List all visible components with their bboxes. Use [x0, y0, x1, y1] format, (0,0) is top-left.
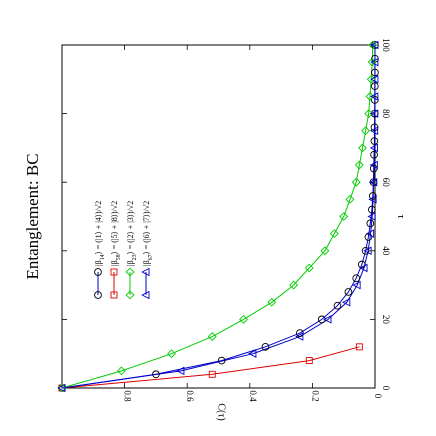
- data-point-diamond: [239, 314, 248, 324]
- data-point-diamond: [354, 160, 364, 170]
- x-axis-label: τ: [395, 214, 406, 218]
- data-point-triangle: [295, 332, 304, 341]
- data-point-circle: [370, 150, 378, 159]
- tau-tick-label: 40: [381, 246, 391, 256]
- data-point-diamond: [339, 212, 349, 221]
- data-point-circle: [358, 260, 366, 269]
- tau-tick-label: 60: [381, 178, 391, 188]
- data-point-diamond: [367, 57, 377, 67]
- legend-marker-triangle: [141, 290, 150, 300]
- data-point-triangle: [248, 349, 257, 358]
- plot-frame: [61, 44, 376, 389]
- data-point-triangle: [342, 298, 351, 307]
- c-tick-label: 0.4: [248, 390, 258, 402]
- data-point-triangle: [370, 109, 379, 118]
- legend-marker-diamond: [125, 267, 135, 277]
- data-point-circle: [364, 233, 373, 241]
- data-point-diamond: [365, 92, 375, 101]
- data-point-diamond: [117, 366, 126, 376]
- data-point-diamond: [267, 297, 277, 307]
- data-point-circle: [361, 246, 370, 255]
- data-point-diamond: [207, 332, 217, 341]
- data-point-diamond: [361, 126, 371, 136]
- legend-entry-label: |β58⟩ = (|5⟩ + |8⟩)/√2: [110, 201, 122, 266]
- series-line: [61, 44, 376, 389]
- data-point-circle: [370, 82, 379, 91]
- c-tick-label: 0: [373, 394, 383, 399]
- data-point-triangle: [365, 229, 375, 238]
- data-point-triangle: [370, 57, 379, 67]
- data-point-triangle: [370, 92, 379, 101]
- y-axis-label: C(τ): [216, 403, 227, 420]
- series-line: [61, 346, 360, 389]
- data-point-diamond: [329, 229, 339, 239]
- data-point-square: [305, 357, 313, 365]
- data-point-circle: [366, 219, 375, 228]
- data-point-triangle: [369, 160, 378, 170]
- data-point-triangle: [369, 143, 378, 153]
- data-point-triangle: [370, 40, 379, 50]
- data-point-diamond: [289, 280, 299, 290]
- data-point-circle: [344, 288, 353, 296]
- data-point-diamond: [57, 383, 67, 393]
- data-point-circle: [333, 301, 342, 310]
- legend-entry-label: |β23⟩ = (|2⟩ + |3⟩)/√2: [126, 201, 138, 266]
- legend-marker-circle: [94, 291, 102, 299]
- data-point-triangle: [367, 212, 376, 221]
- series-line: [61, 44, 374, 389]
- data-point-square: [208, 370, 216, 378]
- legend-marker-square: [110, 268, 118, 276]
- data-point-circle: [352, 274, 361, 283]
- legend-entry-label: |β67⟩ = (|6⟩ + |7⟩)/√2: [142, 201, 154, 266]
- data-point-circle: [368, 205, 376, 214]
- data-point-circle: [371, 68, 379, 77]
- data-point-triangle: [57, 383, 66, 393]
- data-point-diamond: [358, 143, 367, 153]
- data-point-diamond: [320, 246, 330, 256]
- data-point-diamond: [345, 194, 355, 204]
- series-markers: [57, 40, 379, 393]
- data-point-circle: [217, 356, 226, 365]
- legend-marker-square: [110, 291, 118, 299]
- data-point-diamond: [304, 263, 314, 273]
- data-point-triangle: [368, 195, 377, 204]
- data-point-diamond: [368, 40, 378, 50]
- data-point-triangle: [359, 263, 368, 273]
- legend: |β14⟩ = (|1⟩ + |4⟩)/√2 |β58⟩ = (|5⟩ + |8⟩…: [94, 201, 154, 300]
- series-line: [61, 45, 376, 389]
- data-point-diamond: [351, 177, 361, 187]
- data-point-diamond: [167, 349, 176, 359]
- data-point-triangle: [368, 177, 378, 187]
- c-tick-label: 0.8: [123, 390, 133, 402]
- series-curves: [61, 44, 376, 389]
- data-point-triangle: [369, 126, 379, 135]
- data-point-circle: [261, 342, 270, 351]
- data-point-triangle: [352, 280, 361, 290]
- tau-tick-label: 80: [381, 109, 391, 119]
- data-point-triangle: [176, 366, 185, 376]
- data-point-circle: [370, 137, 379, 145]
- tau-tick-label: 0: [381, 386, 391, 391]
- data-point-triangle: [323, 315, 332, 324]
- data-point-diamond: [364, 109, 374, 119]
- c-tick-label: 0.6: [185, 390, 195, 402]
- c-tick-label: 0.2: [310, 390, 320, 401]
- data-point-triangle: [370, 75, 379, 84]
- legend-entry-label: |β14⟩ = (|1⟩ + |4⟩)/√2: [94, 201, 106, 266]
- data-point-circle: [152, 370, 160, 379]
- legend-marker-diamond: [125, 290, 135, 300]
- chart-title: Entanglement: BC: [23, 153, 42, 279]
- data-point-triangle: [363, 246, 372, 256]
- tau-tick-label: 100: [381, 38, 391, 52]
- tau-tick-label: 20: [381, 315, 391, 325]
- legend-marker-circle: [94, 268, 102, 276]
- data-point-square: [355, 343, 363, 351]
- legend-marker-triangle: [141, 267, 150, 277]
